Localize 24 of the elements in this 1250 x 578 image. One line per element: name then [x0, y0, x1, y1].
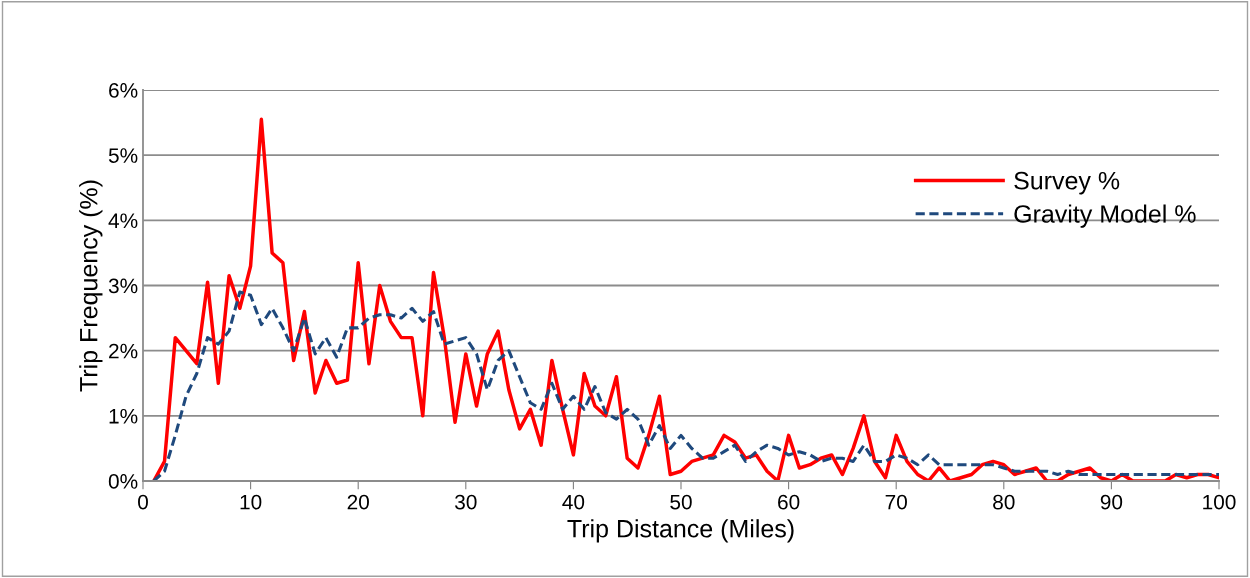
line-series	[152, 117, 1219, 481]
x-tick-label: 0	[138, 494, 148, 510]
x-tick-label: 80	[993, 494, 1015, 510]
y-tick-label: 1%	[109, 408, 138, 424]
x-tick-label: 40	[562, 494, 585, 510]
y-axis-title: Trip Frequency (%)	[79, 180, 103, 392]
x-tick-label: 100	[1203, 494, 1236, 510]
legend-label: Gravity Model %	[1014, 204, 1196, 228]
x-tick-label: 20	[347, 494, 369, 510]
x-tick-label: 50	[670, 494, 692, 510]
line-series	[152, 290, 1219, 481]
y-tick-label: 6%	[109, 83, 138, 98]
x-tick-label: 30	[455, 494, 477, 510]
x-axis-title: Trip Distance (Miles)	[567, 519, 794, 543]
y-tick-label: 5%	[108, 148, 138, 163]
x-tick-label: 10	[240, 494, 262, 510]
y-tick-label: 0%	[108, 474, 138, 489]
x-tick-label: 60	[778, 494, 800, 510]
legend-label: Survey %	[1014, 171, 1120, 195]
y-tick-label: 2%	[109, 343, 138, 359]
x-tick-label: 90	[1100, 494, 1123, 510]
y-tick-label: 3%	[108, 278, 138, 294]
y-tick-label: 4%	[108, 213, 138, 229]
x-tick-label: 70	[885, 494, 907, 510]
